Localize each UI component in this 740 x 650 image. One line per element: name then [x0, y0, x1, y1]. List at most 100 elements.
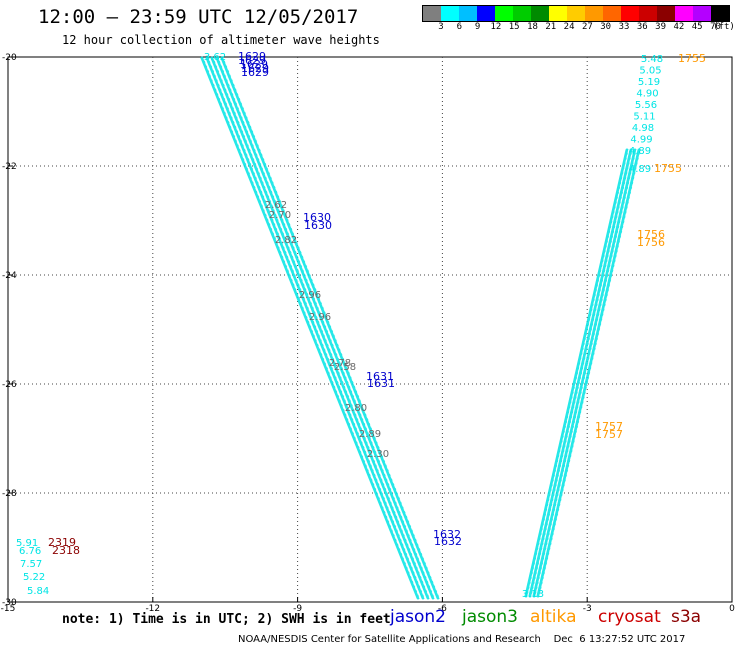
- track-band-right: [532, 148, 637, 598]
- x-tick-label: -15: [1, 604, 16, 614]
- color-tick-label: 45: [691, 22, 703, 32]
- track-band-right-texture: [531, 149, 633, 597]
- swh-value-label: 4.89: [629, 146, 651, 157]
- legend-cryosat: cryosat: [598, 607, 661, 627]
- time-label-s3a: 2319: [48, 536, 76, 549]
- time-label-jason2: 1631: [366, 370, 394, 383]
- track-band-left-texture: [213, 57, 430, 599]
- y-tick-label: -26: [2, 380, 17, 390]
- color-tick-label: 21: [545, 22, 557, 32]
- color-tick-label: 33: [618, 22, 630, 32]
- color-tick-label: 9: [474, 22, 481, 32]
- swh-value-label: 5.19: [638, 77, 660, 88]
- color-swatch-8: [567, 6, 585, 21]
- x-tick-label: -12: [145, 604, 160, 614]
- color-tick-label: 15: [508, 22, 520, 32]
- y-tick-label: -24: [2, 271, 17, 281]
- track-band-right-texture: [535, 149, 637, 597]
- color-scale-bar: [422, 5, 730, 22]
- color-tick-label: 18: [527, 22, 538, 32]
- track-band-left-texture: [208, 57, 425, 599]
- note-text: note: 1) Time is in UTC; 2) SWH is in fe…: [62, 612, 391, 627]
- color-swatch-16: [711, 6, 729, 21]
- color-swatch-11: [621, 6, 639, 21]
- swh-value-label: 2.96: [309, 312, 331, 323]
- color-tick-label: 39: [655, 22, 667, 32]
- track-band-right: [528, 148, 633, 598]
- time-label-altika: 1757: [595, 420, 623, 433]
- track-band-left: [210, 56, 430, 600]
- color-swatch-4: [495, 6, 513, 21]
- legend-s3a: s3a: [671, 607, 702, 627]
- swh-value-label: 2.82: [275, 235, 297, 246]
- swh-value-label: 5.48: [641, 54, 663, 65]
- legend-altika: altika: [530, 607, 577, 627]
- time-label-jason2: 1631: [367, 377, 395, 390]
- color-unit-label: (ft): [713, 22, 735, 32]
- swh-value-label: 5.91: [16, 538, 38, 549]
- x-tick-label: -9: [293, 604, 302, 614]
- swh-value-label: 5.56: [635, 100, 657, 111]
- track-band-left: [220, 56, 440, 600]
- color-tick-label: 12: [490, 22, 502, 32]
- x-tick-label: 0: [729, 604, 735, 614]
- color-swatch-15: [693, 6, 711, 21]
- color-swatch-7: [549, 6, 567, 21]
- swh-value-label: 3.62: [204, 52, 226, 63]
- swh-value-label: 4.89: [629, 164, 651, 175]
- y-tick-label: -30: [2, 598, 17, 608]
- swh-value-label: 2.78: [329, 358, 351, 369]
- track-band-left-texture: [223, 57, 440, 599]
- legend-jason2: jason2: [390, 607, 446, 627]
- color-scale-labels: 3 6 9 12 15 18 21 24 27 30 33 36 39 42 45 70 (ft): [0, 22, 740, 36]
- swh-value-label: 2.70: [269, 210, 291, 221]
- track-band-right: [536, 148, 641, 598]
- color-tick-label: 36: [636, 22, 648, 32]
- color-swatch-10: [603, 6, 621, 21]
- color-swatch-9: [585, 6, 603, 21]
- color-tick-label: 6: [456, 22, 463, 32]
- y-tick-label: -22: [2, 162, 17, 172]
- swh-value-label: 2.58: [334, 362, 356, 373]
- color-swatch-13: [657, 6, 675, 21]
- swh-value-label: 3.13: [522, 589, 544, 600]
- y-tick-label: -28: [2, 489, 17, 499]
- x-tick-label: -6: [438, 604, 447, 614]
- color-swatch-12: [639, 6, 657, 21]
- footer-credit: NOAA/NESDIS Center for Satellite Applica…: [238, 634, 686, 645]
- swh-value-label: 2.30: [367, 449, 389, 460]
- color-tick-label: 70: [710, 22, 721, 32]
- time-label-altika: 1756: [637, 236, 665, 249]
- swh-value-label: 2.96: [299, 290, 321, 301]
- swh-value-label: 4.99: [630, 135, 652, 146]
- swh-value-label: 4.90: [636, 89, 658, 100]
- color-tick-label: 24: [563, 22, 575, 32]
- time-label-altika: 1757: [595, 428, 623, 441]
- color-tick-label: 27: [581, 22, 593, 32]
- color-tick-label: 42: [673, 22, 685, 32]
- track-band-left-texture: [218, 57, 435, 599]
- track-band-left-texture: [203, 57, 420, 599]
- time-label-jason2: 1629: [240, 58, 268, 71]
- color-swatch-2: [459, 6, 477, 21]
- time-label-altika: 1756: [637, 228, 665, 241]
- swh-value-label: 2.80: [345, 403, 367, 414]
- track-band-right-texture: [539, 149, 641, 597]
- time-label-jason2: 1630: [303, 211, 331, 224]
- x-tick-label: -3: [583, 604, 592, 614]
- time-label-jason2: 1629: [241, 66, 269, 79]
- track-band-left: [205, 56, 425, 600]
- track-band-right: [524, 148, 629, 598]
- legend-jason3: jason3: [462, 607, 518, 627]
- swh-value-label: 6.76: [19, 546, 41, 557]
- color-swatch-3: [477, 6, 495, 21]
- page-subtitle: 12 hour collection of altimeter wave hei…: [62, 33, 380, 47]
- swh-value-label: 4.98: [632, 123, 654, 134]
- color-swatch-5: [513, 6, 531, 21]
- track-band-left: [215, 56, 435, 600]
- time-label-altika: 1755: [654, 162, 682, 175]
- map-frame: [7, 56, 733, 603]
- time-label-jason2: 1630: [304, 219, 332, 232]
- swh-value-label: 7.57: [20, 559, 42, 570]
